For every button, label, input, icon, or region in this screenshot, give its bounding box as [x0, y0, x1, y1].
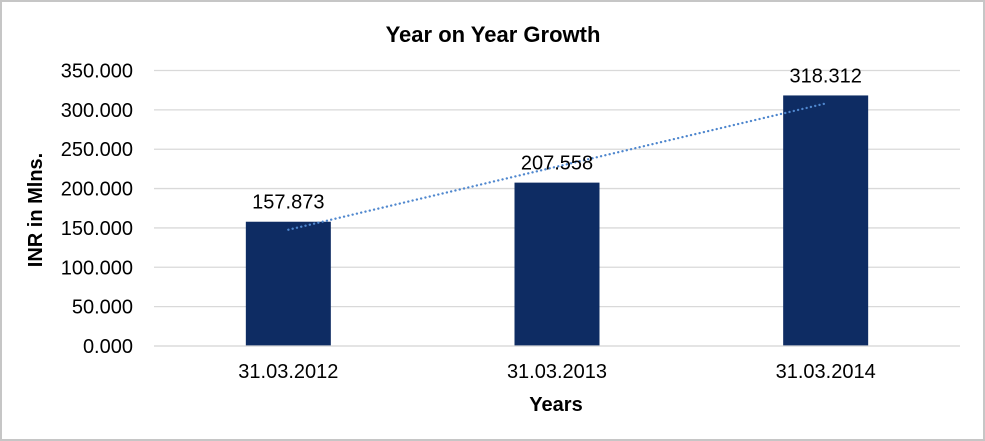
bar [783, 95, 869, 346]
y-tick-label: 100.000 [61, 257, 133, 279]
bar-value-label: 157.873 [252, 192, 324, 214]
y-axis-title: INR in Mlns. [25, 153, 47, 267]
y-tick-label: 200.000 [61, 179, 133, 201]
bar-value-label: 207.558 [521, 153, 593, 175]
bar [245, 221, 331, 346]
chart-title: Year on Year Growth [386, 22, 601, 47]
y-tick-label: 250.000 [61, 139, 133, 161]
bars [245, 95, 869, 346]
x-tick-label: 31.03.2012 [238, 361, 338, 383]
x-axis-title: Years [529, 394, 582, 416]
x-axis-tick-labels: 31.03.2012 31.03.2013 31.03.2014 [238, 361, 875, 383]
bar [514, 182, 600, 346]
bar-value-label: 318.312 [790, 65, 862, 87]
y-tick-label: 150.000 [61, 218, 133, 240]
y-tick-label: 50.000 [72, 297, 133, 319]
trendline [287, 102, 827, 231]
y-tick-label: 350.000 [61, 61, 133, 83]
y-tick-label: 300.000 [61, 100, 133, 122]
x-tick-label: 31.03.2014 [776, 361, 876, 383]
y-tick-label: 0.000 [83, 336, 133, 358]
y-axis-tick-labels: 0.000 50.000 100.000 150.000 200.000 250.000 3… [61, 61, 133, 359]
bar-value-labels: 157.873 207.558 318.312 [252, 65, 862, 213]
x-tick-label: 31.03.2013 [507, 361, 607, 383]
